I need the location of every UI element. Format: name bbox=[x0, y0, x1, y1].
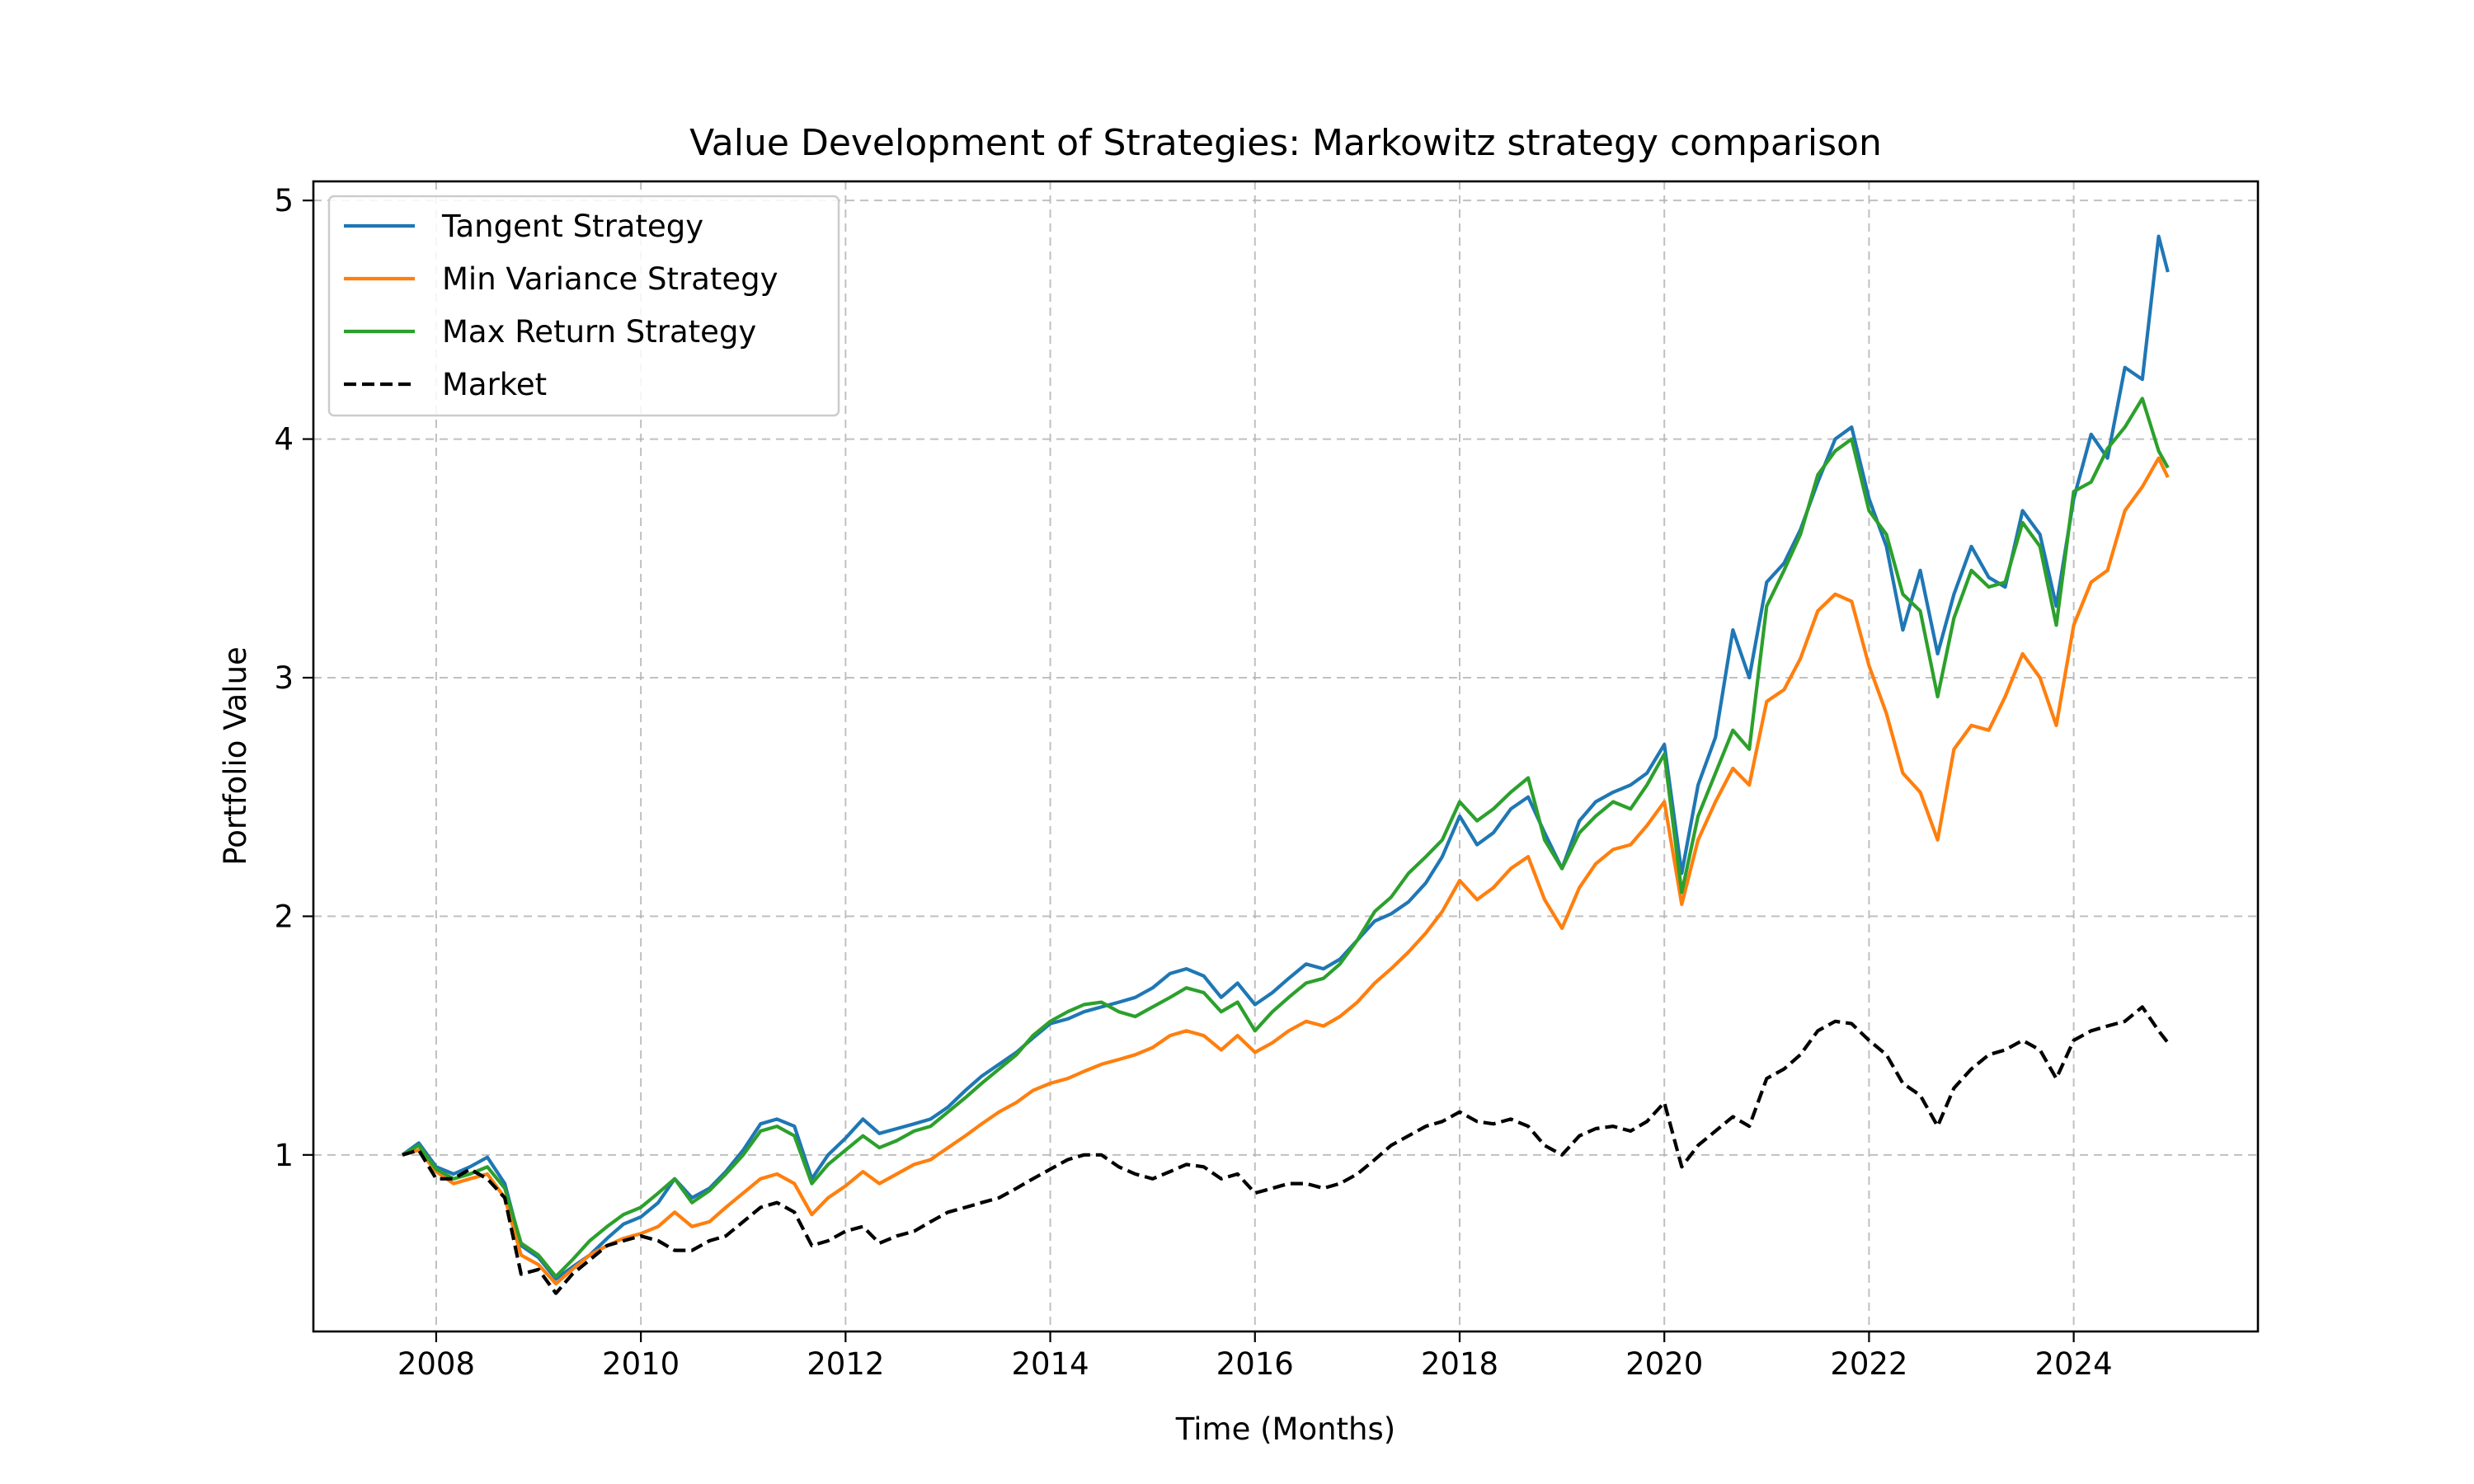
x-tick-label: 2014 bbox=[1011, 1346, 1089, 1382]
legend-label: Min Variance Strategy bbox=[442, 261, 778, 297]
series-line-max-return-strategy bbox=[401, 397, 2170, 1279]
x-axis: 2008 2010 2012 2014 2016 2018 2020 2022 2024 bbox=[397, 1331, 2113, 1382]
y-axis: 1 2 3 4 5 bbox=[274, 183, 313, 1173]
x-tick-label: 2012 bbox=[807, 1346, 884, 1382]
x-tick-label: 2018 bbox=[1421, 1346, 1498, 1382]
grid bbox=[313, 181, 2258, 1331]
x-tick-label: 2020 bbox=[1625, 1346, 1703, 1382]
x-tick-label: 2016 bbox=[1216, 1346, 1294, 1382]
legend-box bbox=[327, 195, 840, 417]
legend: Tangent Strategy Min Variance Strategy Max… bbox=[327, 195, 840, 417]
x-tick-label: 2010 bbox=[602, 1346, 680, 1382]
series-line-min-variance-strategy bbox=[402, 456, 2170, 1286]
plot-area-frame bbox=[312, 180, 2260, 1333]
y-tick-label: 4 bbox=[274, 422, 294, 458]
x-axis-label: Time (Months) bbox=[1175, 1411, 1395, 1447]
y-tick-label: 1 bbox=[274, 1138, 294, 1173]
chart-title: Value Development of Strategies: Markowi… bbox=[689, 122, 1882, 164]
x-tick-label: 2008 bbox=[397, 1346, 475, 1382]
series-line-market bbox=[402, 1005, 2170, 1295]
legend-label: Tangent Strategy bbox=[441, 209, 703, 244]
plot-lines bbox=[401, 234, 2170, 1295]
legend-label: Max Return Strategy bbox=[442, 314, 756, 350]
legend-label: Market bbox=[442, 367, 547, 402]
x-tick-label: 2022 bbox=[1830, 1346, 1907, 1382]
y-tick-label: 3 bbox=[274, 660, 294, 696]
y-tick-label: 5 bbox=[274, 183, 294, 218]
y-tick-label: 2 bbox=[274, 899, 294, 934]
y-axis-label: Portfolio Value bbox=[218, 646, 253, 866]
x-tick-label: 2024 bbox=[2035, 1346, 2113, 1382]
series-line-tangent-strategy bbox=[401, 234, 2170, 1281]
